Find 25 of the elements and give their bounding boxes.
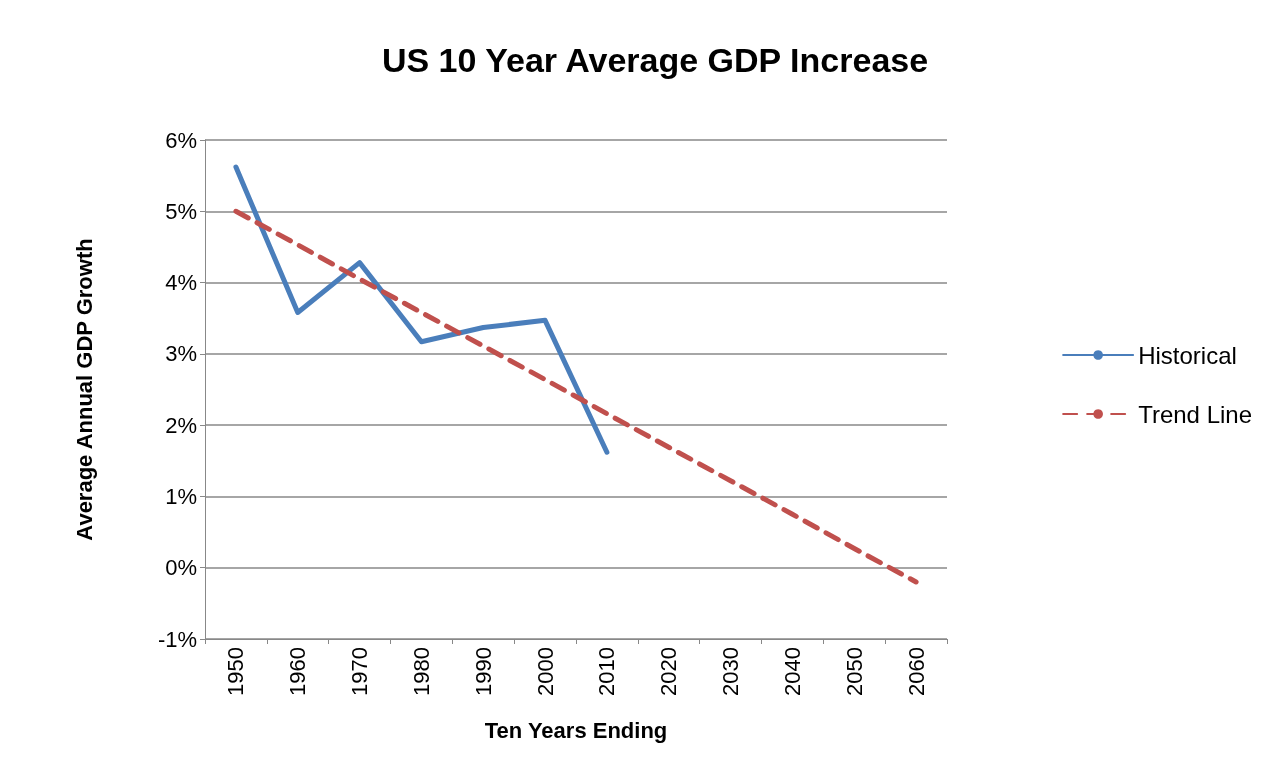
y-tick-label: 5% (165, 198, 197, 224)
legend-label: Trend Line (1138, 400, 1253, 428)
x-tick-label: 2030 (718, 647, 744, 696)
x-tick-label: 2060 (903, 647, 929, 696)
y-tick-label: -1% (157, 626, 197, 652)
x-tick-label: 2000 (532, 647, 558, 696)
y-tick-label: 0% (165, 555, 197, 581)
x-tick-label: 2050 (841, 647, 867, 696)
x-tick-label: 1950 (223, 647, 249, 696)
x-tick-label: 1990 (470, 647, 496, 696)
y-tick-label: 2% (165, 412, 197, 438)
x-tick-label: 1960 (285, 647, 311, 696)
x-tick-label: 1970 (347, 647, 373, 696)
y-tick-label: 4% (165, 270, 197, 296)
x-tick-label: 2020 (656, 647, 682, 696)
y-axis-title: Average Annual GDP Growth (71, 238, 97, 541)
chart-title: US 10 Year Average GDP Increase (381, 41, 929, 79)
legend-label: Historical (1138, 341, 1237, 369)
x-tick-label: 2040 (779, 647, 805, 696)
x-axis-title: Ten Years Ending (484, 717, 668, 743)
y-tick-label: 3% (165, 341, 197, 367)
y-tick-label: 6% (165, 127, 197, 153)
x-tick-label: 2010 (594, 647, 620, 696)
y-tick-label: 1% (165, 483, 197, 509)
x-tick-label: 1980 (408, 647, 434, 696)
